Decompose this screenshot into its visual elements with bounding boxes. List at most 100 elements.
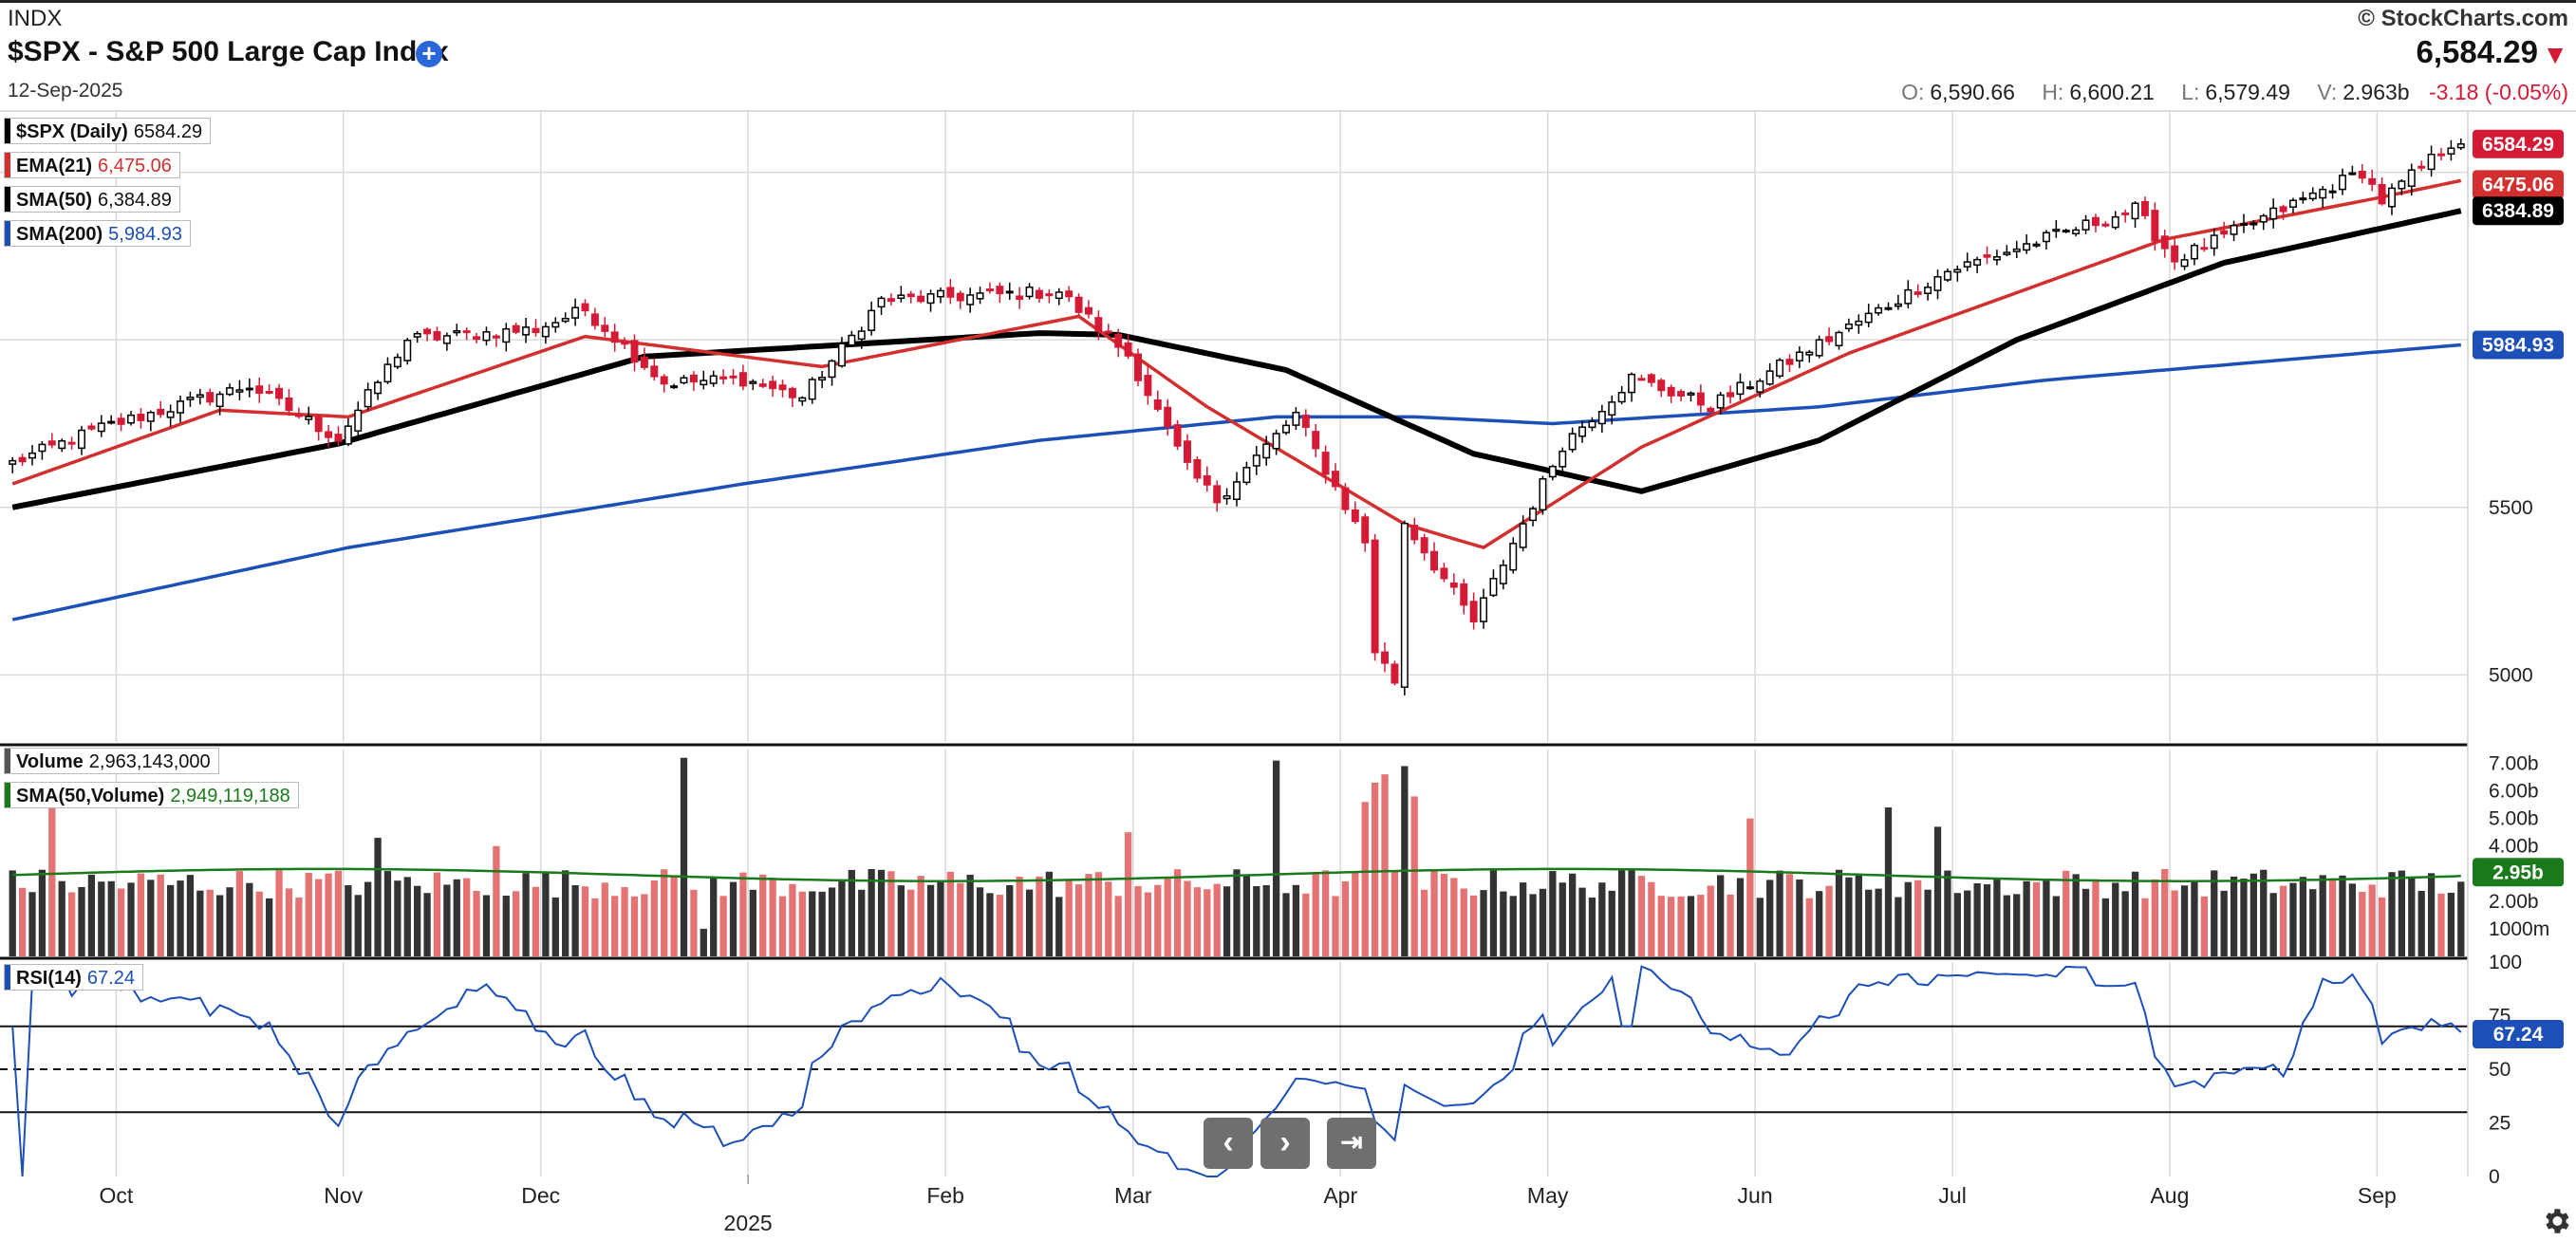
candle (1963, 261, 1971, 268)
candle (1608, 401, 1616, 417)
legend-ema21[interactable]: EMA(21) 6,475.06 (4, 152, 180, 178)
volume-bar (2023, 880, 2030, 956)
candle (2398, 180, 2406, 190)
volume-bar (729, 881, 737, 956)
candle (1035, 289, 1043, 299)
volume-bar (482, 895, 491, 956)
volume-bar (1677, 896, 1685, 956)
candle (2437, 153, 2445, 157)
legend-sma50[interactable]: SMA(50) 6,384.89 (4, 186, 180, 213)
volume-bar (1213, 883, 1221, 956)
candle (2259, 214, 2268, 223)
scroll-left-button[interactable]: ‹ (1204, 1118, 1253, 1169)
candle (1233, 481, 1241, 501)
add-symbol-button[interactable]: + (416, 41, 442, 67)
price-change: -3.18 (-0.05%) (2428, 80, 2568, 104)
volume-bar (423, 893, 431, 956)
candle (186, 397, 195, 400)
candle (571, 306, 580, 319)
volume-bar (2408, 878, 2416, 956)
candle (2121, 212, 2130, 215)
volume-bar (48, 807, 56, 956)
candle (2308, 192, 2317, 200)
volume-bar (1144, 892, 1152, 956)
volume-axis-tag-bg (2473, 858, 2564, 887)
volume-bar (571, 884, 579, 956)
candle (1529, 508, 1538, 522)
gear-icon[interactable] (2540, 1205, 2572, 1237)
volume-bar (650, 880, 658, 956)
scroll-to-end-button[interactable]: ⇥ (1327, 1118, 1376, 1169)
volume-bar (1164, 879, 1171, 956)
volume-bar (710, 878, 718, 956)
volume-bar (1637, 876, 1646, 956)
volume-bar (551, 897, 559, 956)
volume-bar (1204, 889, 1211, 956)
volume-bar (1184, 880, 1191, 956)
volume-bar (1223, 886, 1231, 956)
volume-bar (1016, 876, 1023, 956)
volume-bar (127, 882, 135, 956)
volume-bar (2289, 882, 2297, 956)
legend-price[interactable]: $SPX (Daily) 6584.29 (4, 118, 212, 144)
sma50-series (11, 208, 2462, 510)
candle (383, 363, 392, 383)
volume-bar (1717, 875, 1725, 956)
volume-bar (513, 891, 520, 956)
volume-bar (621, 887, 628, 956)
candle (374, 381, 383, 395)
volume-bar (1036, 876, 1043, 956)
volume-bar (1618, 869, 1626, 956)
scroll-right-button[interactable]: › (1260, 1118, 1310, 1169)
volume-bar (937, 881, 944, 956)
volume-bar (1924, 889, 1932, 956)
legend-ema21-label: EMA(21) (16, 156, 93, 176)
candle (1065, 290, 1073, 298)
candle (1667, 386, 1675, 397)
volume-bar (1895, 897, 1902, 956)
volume-bar (266, 898, 273, 956)
candle (1687, 392, 1695, 396)
candle (680, 377, 688, 384)
candle (1184, 440, 1191, 463)
volume-bars (9, 757, 2465, 956)
candle (1094, 317, 1103, 332)
candle (1114, 333, 1123, 348)
candle (857, 330, 866, 341)
volume-bar (1332, 896, 1339, 956)
volume-bar (897, 885, 905, 956)
legend-volume[interactable]: Volume 2,963,143,000 (4, 748, 219, 774)
volume-bar (1973, 882, 1981, 956)
volume-bar (463, 878, 471, 956)
candle (1074, 296, 1083, 313)
candle (1223, 494, 1231, 500)
legend-sma200[interactable]: SMA(200) 5,984.93 (4, 220, 191, 247)
volume-bar (1993, 878, 2001, 956)
candle (1272, 433, 1280, 450)
candle (689, 374, 698, 383)
volume-bar (986, 893, 994, 956)
volume-bar (493, 845, 500, 956)
volume-bar (601, 882, 608, 956)
volume-bar (1746, 818, 1754, 956)
candle (522, 326, 531, 336)
candle (1164, 406, 1172, 428)
candle (2427, 153, 2436, 171)
candle (1864, 312, 1873, 324)
ema21-series (11, 178, 2462, 549)
volume-bar (749, 889, 756, 956)
candle (1153, 399, 1162, 410)
stockcharts-logo[interactable]: © StockCharts.com (2358, 6, 2568, 31)
volume-bar (2112, 882, 2119, 956)
candle (157, 408, 165, 416)
candle (215, 393, 224, 408)
volume-bar (1914, 880, 1922, 956)
x-axis-label: Jul (1938, 1183, 1966, 1208)
candle (2378, 183, 2386, 205)
legend-volume-sma[interactable]: SMA(50,Volume) 2,949,119,188 (4, 782, 299, 808)
volume-axis-label: 6.00b (2489, 781, 2539, 803)
legend-rsi[interactable]: RSI(14) 67.24 (4, 964, 143, 991)
volume-bar (1469, 895, 1478, 956)
candle (2003, 251, 2011, 255)
